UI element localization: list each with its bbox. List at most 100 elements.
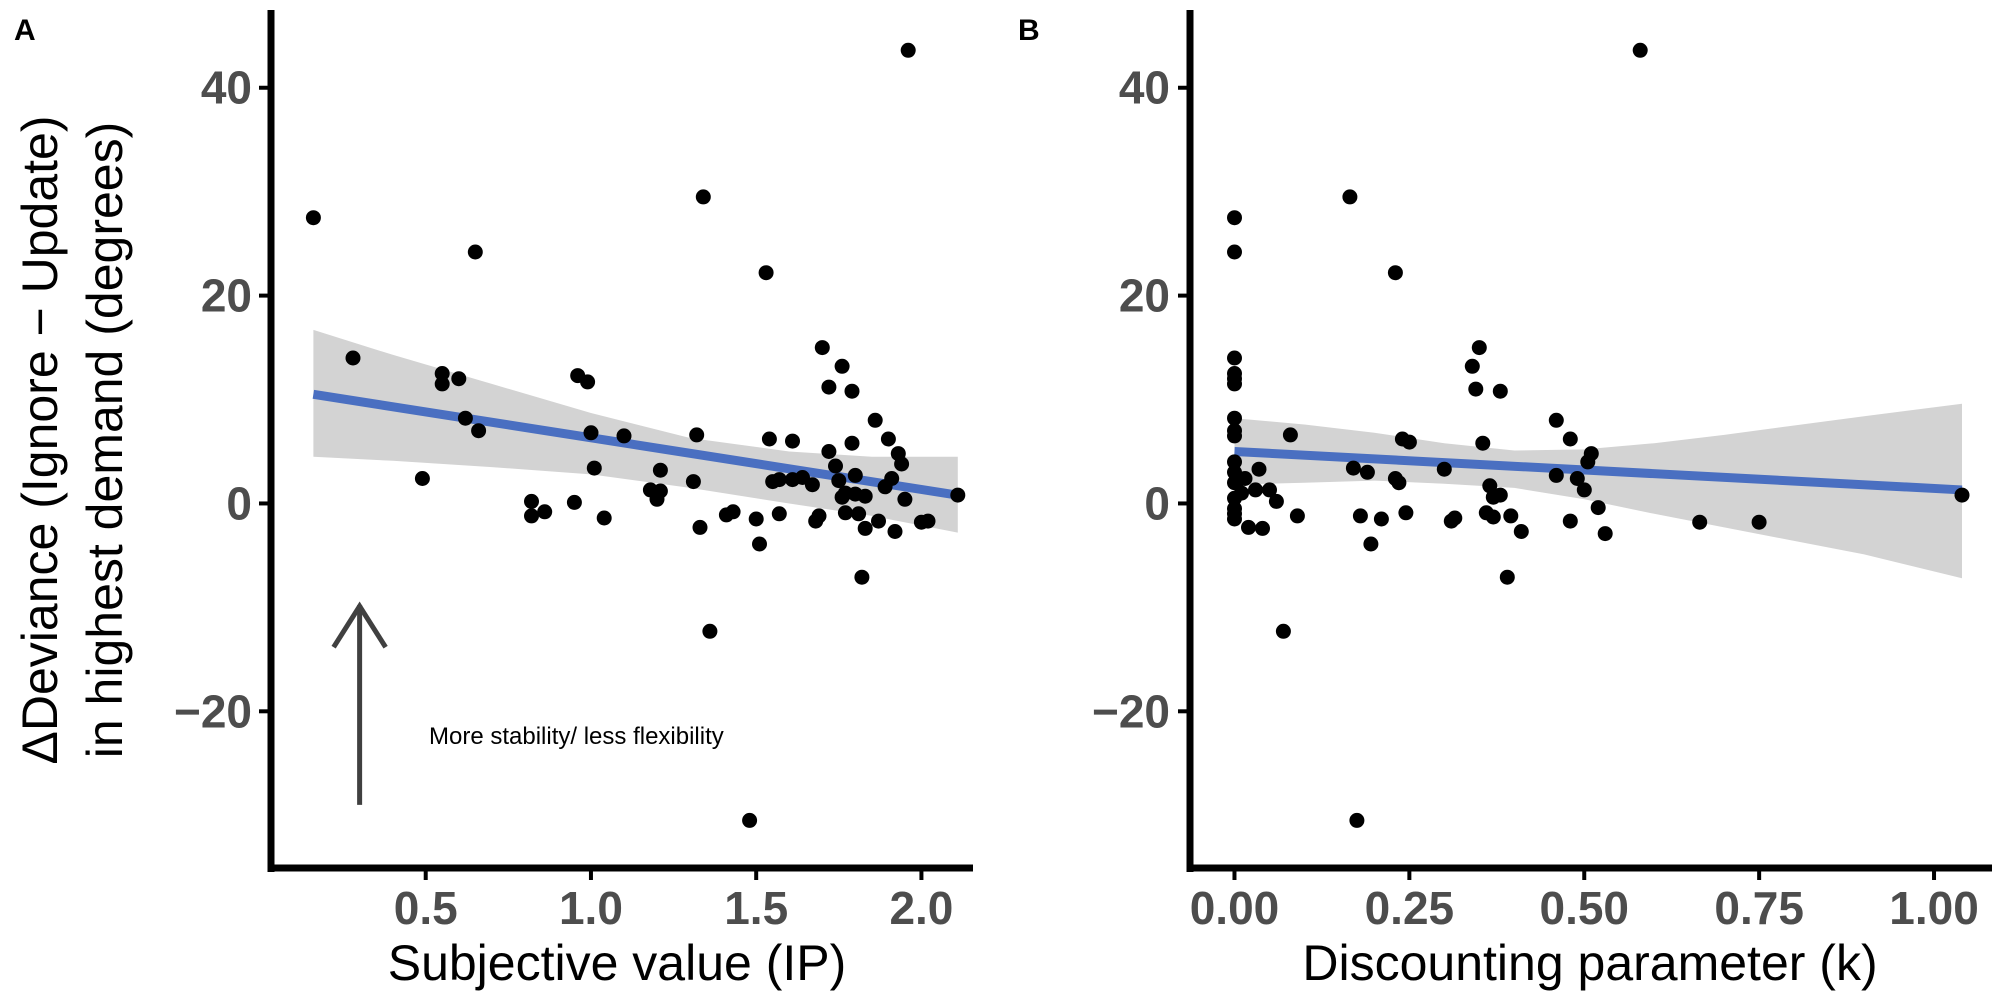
data-point — [758, 265, 774, 281]
data-point — [305, 210, 321, 226]
data-point — [851, 506, 867, 522]
data-point — [742, 812, 758, 828]
data-point — [1590, 500, 1606, 516]
data-point — [1234, 485, 1249, 501]
data-point — [596, 510, 612, 526]
stability-arrow-head — [331, 601, 388, 649]
data-point — [583, 425, 599, 441]
data-point — [897, 491, 913, 507]
data-point — [837, 505, 853, 521]
data-point — [1387, 265, 1403, 281]
data-point — [414, 471, 430, 486]
data-point — [345, 350, 361, 366]
data-point — [854, 569, 870, 585]
data-point — [834, 358, 850, 374]
data-point — [725, 504, 741, 520]
data-point — [1255, 520, 1270, 536]
y-tick-label: −20 — [174, 685, 252, 737]
panel-b-x-ticks: 0.00 0.25 0.50 0.75 1.00 — [1190, 868, 1979, 934]
data-point — [1562, 513, 1578, 529]
data-point — [1275, 623, 1291, 639]
data-point — [1485, 509, 1501, 525]
data-point — [1464, 358, 1480, 374]
data-point — [748, 511, 764, 527]
data-point — [857, 488, 873, 504]
panel-b-x-axis-title: Discounting parameter (k) — [1302, 935, 1877, 991]
data-point — [1503, 508, 1519, 524]
data-point — [566, 494, 582, 510]
data-point — [695, 189, 711, 205]
data-point — [821, 444, 837, 459]
data-point — [1583, 446, 1599, 462]
stability-annotation-text: More stability/ less flexibility — [429, 723, 724, 750]
data-point — [451, 371, 467, 387]
data-point — [1398, 505, 1414, 521]
data-point — [1492, 383, 1508, 399]
y-tick-label: 40 — [1119, 62, 1170, 114]
data-point — [761, 431, 777, 447]
y-axis-title-line-1: ΔDeviance (Ignore − Update) — [12, 115, 68, 764]
data-point — [771, 506, 787, 522]
data-point — [685, 474, 701, 490]
data-point — [1513, 524, 1529, 539]
data-point — [821, 379, 837, 395]
panel-a-x-axis-title: Subjective value (IP) — [388, 935, 847, 991]
data-point — [1692, 514, 1708, 530]
data-point — [1482, 478, 1498, 494]
panel-a-letter: A — [14, 14, 36, 47]
data-point — [1227, 511, 1242, 527]
data-point — [1632, 42, 1648, 58]
data-point — [702, 623, 718, 639]
panel-b-ci-layer — [1234, 403, 1962, 579]
y-tick-label: 40 — [201, 62, 252, 114]
data-point — [1251, 461, 1267, 477]
data-point — [831, 473, 847, 489]
x-tick-label: 0.00 — [1190, 882, 1280, 934]
x-tick-label: 1.00 — [1889, 882, 1979, 934]
x-tick-label: 1.0 — [559, 882, 623, 934]
data-point — [1345, 460, 1361, 476]
data-point — [1227, 350, 1242, 366]
data-point — [1569, 471, 1585, 486]
data-point — [1954, 487, 1970, 503]
data-point — [434, 366, 450, 381]
data-point — [1241, 519, 1256, 535]
data-point — [894, 456, 910, 472]
data-point — [586, 460, 602, 476]
data-point — [771, 472, 787, 488]
data-point — [457, 410, 473, 426]
data-point — [1248, 482, 1263, 498]
data-point — [1363, 536, 1379, 552]
data-point — [1352, 508, 1368, 524]
x-tick-label: 0.50 — [1539, 882, 1629, 934]
data-point — [1597, 526, 1613, 542]
data-point — [434, 376, 450, 392]
ci-band — [1234, 403, 1962, 579]
panel-b-points-layer — [1227, 42, 1970, 828]
data-point — [467, 244, 483, 260]
x-tick-label: 0.75 — [1714, 882, 1804, 934]
data-point — [1391, 475, 1407, 491]
y-tick-label: 0 — [226, 477, 252, 529]
data-point — [1401, 434, 1417, 450]
data-point — [1471, 340, 1487, 356]
panel-b-fit-layer — [1234, 446, 1963, 495]
panel-a-x-ticks: 0.5 1.0 1.5 2.0 — [394, 868, 953, 934]
data-point — [814, 340, 830, 356]
data-point — [524, 508, 539, 524]
panel-a-points-layer — [305, 42, 966, 828]
panel-b-axes — [1186, 10, 1992, 872]
data-point — [1492, 487, 1508, 503]
data-point — [1548, 467, 1564, 483]
data-point — [1227, 244, 1242, 260]
data-point — [1373, 511, 1389, 527]
data-point — [887, 524, 903, 539]
data-point — [847, 467, 863, 483]
data-point — [752, 536, 767, 552]
y-tick-label: −20 — [1092, 685, 1170, 737]
data-point — [950, 487, 966, 503]
data-point — [1447, 510, 1463, 526]
data-point — [524, 493, 539, 509]
data-point — [828, 458, 843, 474]
